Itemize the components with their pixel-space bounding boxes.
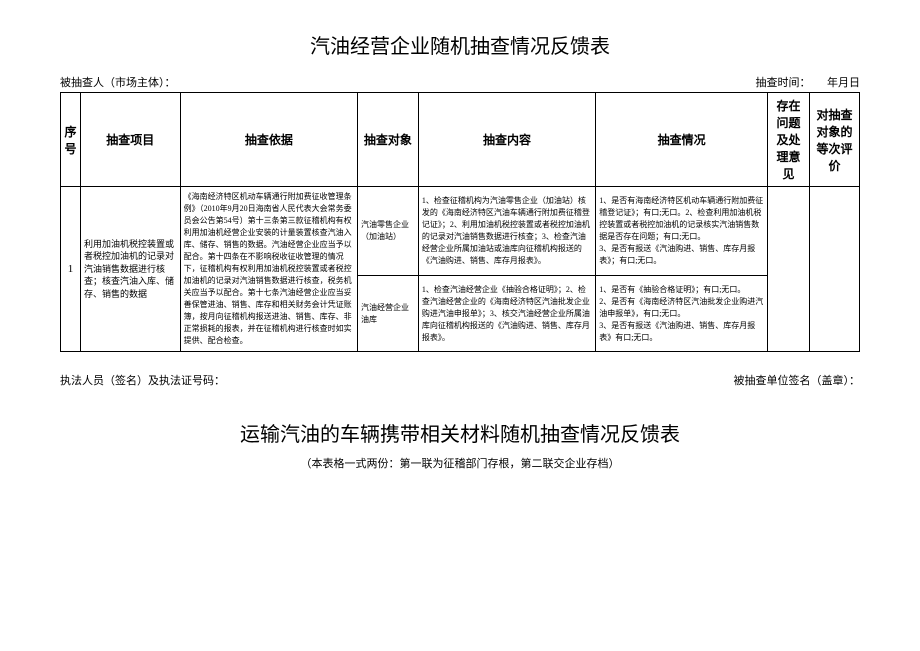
meta-row: 被抽查人（市场主体）： 抽查时间： 年月日	[60, 74, 860, 90]
signature-row: 执法人员（签名）及执法证号码： 被抽查单位签名（盖章）：	[60, 372, 860, 388]
document-title-1: 汽油经营企业随机抽查情况反馈表	[60, 30, 860, 59]
cell-issue	[767, 187, 809, 352]
cell-target-1: 汽油零售企业（加油站）	[357, 187, 418, 276]
header-issue: 存在问题及处理意见	[767, 93, 809, 187]
document-title-2: 运输汽油的车辆携带相关材料随机抽查情况反馈表	[60, 418, 860, 447]
header-content: 抽查内容	[418, 93, 595, 187]
cell-content-2: 1、检查汽油经营企业《抽验合格证明》；2、检查汽油经营企业的《海南经济特区汽油批…	[418, 276, 595, 352]
inspection-time: 抽查时间： 年月日	[756, 74, 861, 90]
header-target: 抽查对象	[357, 93, 418, 187]
header-item: 抽查项目	[80, 93, 180, 187]
cell-item: 利用加油机税控装置或者税控加油机的记录对汽油销售数据进行核查；核查汽油入库、储存…	[80, 187, 180, 352]
header-status: 抽查情况	[596, 93, 768, 187]
time-label: 抽查时间：	[756, 77, 811, 89]
unit-signature-label: 被抽查单位签名（盖章）：	[734, 372, 861, 388]
cell-basis: 《海南经济特区机动车辆通行附加费征收管理条例》（2010年9月20日海南省人民代…	[180, 187, 357, 352]
inspected-party-label: 被抽查人（市场主体）：	[60, 74, 176, 90]
table-header-row: 序号 抽查项目 抽查依据 抽查对象 抽查内容 抽查情况 存在问题及处理意见 对抽…	[61, 93, 860, 187]
inspection-table: 序号 抽查项目 抽查依据 抽查对象 抽查内容 抽查情况 存在问题及处理意见 对抽…	[60, 92, 860, 352]
cell-status-1: 1、是否有海南经济特区机动车辆通行附加费征稽登记证》；有口;无口。2、检查利用加…	[596, 187, 768, 276]
cell-seq: 1	[61, 187, 81, 352]
cell-content-1: 1、检查征稽机构为汽油零售企业（加油站）核发的《海南经济特区汽油车辆通行附加费征…	[418, 187, 595, 276]
form-note: （本表格一式两份：第一联为征稽部门存根，第二联交企业存档）	[60, 455, 860, 471]
header-eval: 对抽查对象的等次评价	[810, 93, 860, 187]
cell-target-2: 汽油经营企业油库	[357, 276, 418, 352]
cell-eval	[810, 187, 860, 352]
officer-signature-label: 执法人员（签名）及执法证号码：	[60, 372, 225, 388]
header-seq: 序号	[61, 93, 81, 187]
time-date: 年月日	[827, 77, 860, 89]
cell-status-2: 1、是否有《抽验合格证明》；有口;无口。 2、是否有《海南经济特区汽油批发企业购…	[596, 276, 768, 352]
table-row: 1 利用加油机税控装置或者税控加油机的记录对汽油销售数据进行核查；核查汽油入库、…	[61, 187, 860, 276]
header-basis: 抽查依据	[180, 93, 357, 187]
